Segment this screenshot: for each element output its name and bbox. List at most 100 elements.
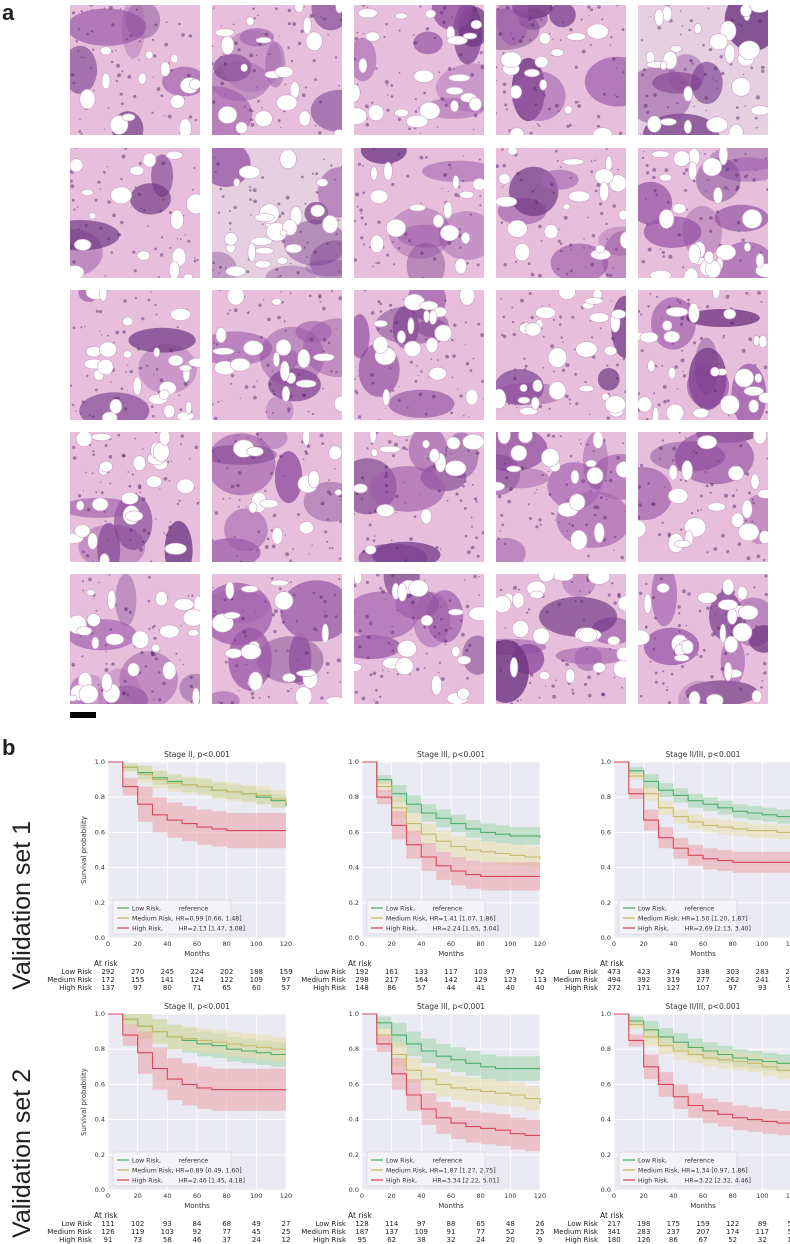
x-tick-label: 120 xyxy=(534,1192,546,1200)
at-risk-count: 67 xyxy=(698,1236,708,1244)
histology-tile-8 xyxy=(354,148,484,278)
at-risk-count: 93 xyxy=(757,984,767,992)
at-risk-count: 26 xyxy=(535,1220,545,1228)
legend-entry-high-risk: High Risk, HR=2.13 [1.47, 3.08] xyxy=(132,925,245,932)
at-risk-row-label-high: High Risk xyxy=(59,1236,92,1244)
at-risk-count: 272 xyxy=(607,984,621,992)
at-risk-count: 25 xyxy=(281,1228,291,1236)
ci-band-high-risk xyxy=(108,1014,286,1111)
y-tick-label: 0.0 xyxy=(95,1186,105,1194)
at-risk-row-label-low: Low Risk xyxy=(61,968,92,976)
x-tick-label: 120 xyxy=(786,1192,790,1200)
y-tick-label: 0.6 xyxy=(95,1080,105,1088)
at-risk-count: 57 xyxy=(416,984,426,992)
at-risk-count: 374 xyxy=(666,968,681,976)
at-risk-count: 97 xyxy=(133,984,143,992)
at-risk-count: 298 xyxy=(355,976,369,984)
at-risk-count: 102 xyxy=(130,1220,145,1228)
row-label-validation-set-2: Validation set 2 xyxy=(8,1068,36,1238)
y-tick-label: 1.0 xyxy=(349,1010,359,1018)
at-risk-count: 159 xyxy=(696,1220,710,1228)
x-tick-label: 60 xyxy=(447,1192,455,1200)
at-risk-count: 207 xyxy=(696,1228,710,1236)
x-tick-label: 40 xyxy=(163,940,171,948)
at-risk-row-label-medium: Medium Risk xyxy=(301,1228,346,1236)
survival-curve-medium-risk xyxy=(108,761,287,803)
at-risk-count: 175 xyxy=(666,1220,681,1228)
survival-curve-high-risk xyxy=(108,1013,286,1091)
x-tick-label: 0 xyxy=(360,1192,364,1200)
at-risk-count: 24 xyxy=(476,1236,486,1244)
histology-tile-7 xyxy=(212,148,342,278)
legend-entry-high-risk: High Risk, HR=3.22 [2.32, 4.46] xyxy=(638,1177,751,1184)
y-tick-label: 0.4 xyxy=(349,864,359,872)
at-risk-count: 122 xyxy=(219,976,234,984)
chart-title: Stage II/III, p<0.001 xyxy=(666,1002,741,1011)
y-tick-label: 0.2 xyxy=(95,1151,105,1159)
y-tick-label: 0.6 xyxy=(95,828,105,836)
chart-title: Stage II, p<0.001 xyxy=(164,1002,230,1011)
x-tick-label: 120 xyxy=(786,940,790,948)
at-risk-count: 155 xyxy=(130,976,145,984)
survival-chart-2: Stage III, p<0.001 0 20 40 60 80 100 120 0.0 0.2 0… xyxy=(302,748,550,958)
at-risk-count: 71 xyxy=(192,984,202,992)
at-risk-count: 58 xyxy=(162,1236,172,1244)
ci-band-high-risk xyxy=(108,762,286,849)
legend-entry-medium-risk: Medium Risk, HR=1.41 [1.07, 1.86] xyxy=(386,915,496,922)
histology-tile-15 xyxy=(638,290,768,420)
legend-box xyxy=(618,1151,738,1187)
ci-band-high-risk xyxy=(614,1014,790,1136)
at-risk-count: 341 xyxy=(607,1228,621,1236)
y-tick-label: 1.0 xyxy=(95,758,105,766)
x-tick-label: 80 xyxy=(729,940,737,948)
x-axis-label: Months xyxy=(184,950,210,958)
survival-curve-low-risk xyxy=(362,1013,540,1070)
histology-tile-1 xyxy=(70,5,200,135)
at-risk-count: 103 xyxy=(160,1228,175,1236)
x-tick-label: 60 xyxy=(193,940,201,948)
legend-entry-high-risk: High Risk, HR=2.46 [1.45, 4.18] xyxy=(132,1177,245,1184)
survival-chart-1: Stage II, p<0.001 0 20 40 60 80 100 120 0.0 0.2 0.… xyxy=(48,748,296,958)
survival-curve-high-risk xyxy=(614,761,790,863)
histology-tile-17 xyxy=(212,432,342,562)
survival-chart-5: Stage III, p<0.001 0 20 40 60 80 100 120 0.0 0.2 0… xyxy=(302,1000,550,1210)
at-risk-count: 192 xyxy=(355,968,369,976)
survival-chart-svg: Stage III, p<0.001 0 20 40 60 80 100 120 0.0 0.2 0… xyxy=(349,1002,547,1210)
at-risk-count: 217 xyxy=(384,976,399,984)
at-risk-count: 62 xyxy=(387,1236,397,1244)
at-risk-heading: At risk xyxy=(600,1211,624,1220)
x-tick-label: 20 xyxy=(388,1192,396,1200)
x-tick-label: 60 xyxy=(699,1192,707,1200)
at-risk-count: 40 xyxy=(505,984,515,992)
at-risk-count: 50 xyxy=(787,1220,790,1228)
at-risk-count: 103 xyxy=(473,968,488,976)
y-axis-label: Survival probability xyxy=(80,816,88,884)
at-risk-count: 164 xyxy=(414,976,429,984)
at-risk-count: 107 xyxy=(696,984,710,992)
at-risk-heading: At risk xyxy=(94,1211,118,1220)
legend-entry-low-risk: Low Risk, reference xyxy=(638,1157,714,1164)
at-risk-count: 283 xyxy=(636,1228,651,1236)
x-tick-label: 0 xyxy=(106,1192,110,1200)
at-risk-count: 319 xyxy=(666,976,681,984)
at-risk-count: 25 xyxy=(535,1228,545,1236)
at-risk-count: 9 xyxy=(537,1236,543,1244)
y-tick-label: 0.8 xyxy=(349,1045,359,1053)
x-axis-label: Months xyxy=(690,950,716,958)
at-risk-count: 188 xyxy=(249,968,264,976)
at-risk-count: 137 xyxy=(384,1228,399,1236)
y-tick-label: 0.0 xyxy=(601,934,611,942)
survival-chart-6: Stage II/III, p<0.001 0 20 40 60 80 100 120 0.0 0… xyxy=(554,1000,790,1210)
at-risk-count: 283 xyxy=(755,968,770,976)
legend-entry-low-risk: Low Risk, reference xyxy=(132,905,208,912)
ci-band-low-risk xyxy=(614,762,790,824)
x-tick-label: 40 xyxy=(669,940,677,948)
at-risk-count: 129 xyxy=(473,976,488,984)
x-tick-label: 100 xyxy=(756,1192,768,1200)
at-risk-count: 122 xyxy=(725,1220,740,1228)
at-risk-row-label-low: Low Risk xyxy=(567,1220,598,1228)
legend-entry-low-risk: Low Risk, reference xyxy=(386,905,462,912)
at-risk-count: 126 xyxy=(101,1228,115,1236)
at-risk-count: 338 xyxy=(696,968,710,976)
at-risk-count: 180 xyxy=(607,1236,621,1244)
